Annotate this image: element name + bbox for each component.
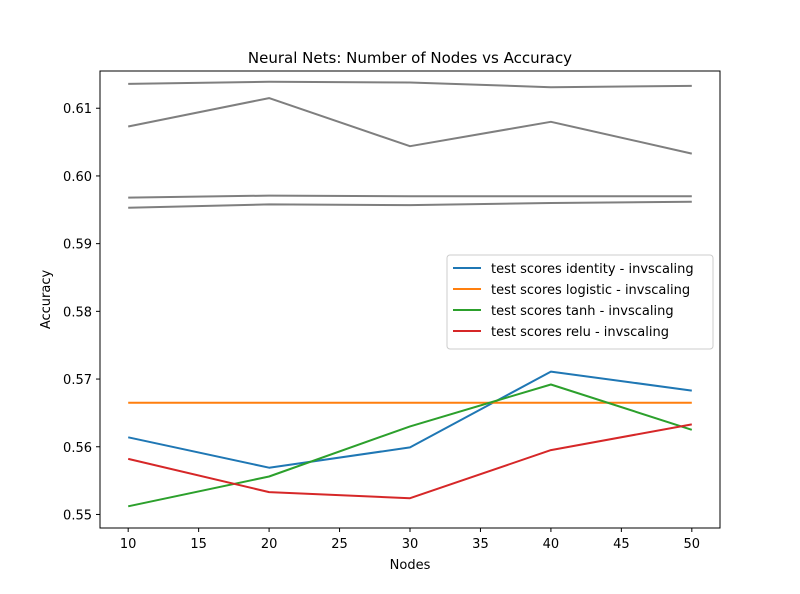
legend-label-relu: test scores relu - invscaling [491,325,669,340]
x-tick-label: 35 [472,537,489,552]
series-line-gray-1 [128,80,692,89]
chart-title: Neural Nets: Number of Nodes vs Accuracy [248,49,572,67]
x-tick-label: 45 [613,537,630,552]
legend-label-tanh: test scores tanh - invscaling [491,304,674,319]
x-tick-label: 20 [261,537,278,552]
x-tick-label: 10 [120,537,137,552]
x-axis-label: Nodes [390,558,431,573]
series-line-tanh [127,383,693,508]
x-axis: 10 15 20 25 30 35 40 45 50 [120,528,700,552]
y-axis: 0.55 0.56 0.57 0.58 0.59 0.60 0.61 [63,102,100,523]
series-line-gray-4 [128,200,692,209]
series-line-identity [127,370,692,469]
series-layer [127,80,693,508]
y-tick-label: 0.59 [63,238,92,253]
y-tick-label: 0.61 [63,102,92,117]
y-tick-label: 0.60 [63,170,92,185]
series-line-relu [127,423,692,500]
legend-box [446,254,714,350]
x-tick-label: 15 [190,537,207,552]
legend: test scores identity - invscaling test sc… [446,254,714,350]
y-tick-label: 0.56 [63,441,92,456]
y-axis-label: Accuracy [39,270,54,330]
legend-label-identity: test scores identity - invscaling [491,262,694,277]
x-tick-label: 30 [402,537,419,552]
legend-label-logistic: test scores logistic - invscaling [491,283,690,298]
x-tick-label: 25 [331,537,348,552]
y-tick-label: 0.57 [63,373,92,388]
series-line-gray-2 [128,97,693,155]
x-tick-label: 50 [684,537,701,552]
x-tick-label: 40 [543,537,560,552]
y-tick-label: 0.58 [63,305,92,320]
y-tick-label: 0.55 [63,508,92,523]
series-line-gray-3 [128,194,692,199]
